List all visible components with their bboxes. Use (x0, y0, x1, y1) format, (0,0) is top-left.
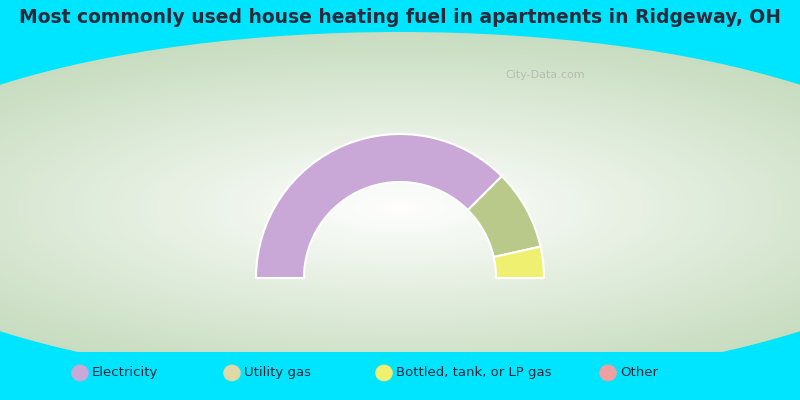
Ellipse shape (372, 199, 428, 217)
Ellipse shape (0, 50, 800, 366)
Ellipse shape (0, 67, 800, 349)
Ellipse shape (298, 176, 502, 240)
Ellipse shape (362, 196, 438, 220)
Ellipse shape (278, 170, 522, 246)
Ellipse shape (71, 365, 89, 381)
Ellipse shape (214, 149, 586, 267)
Ellipse shape (148, 129, 652, 287)
Text: Other: Other (620, 366, 658, 380)
Ellipse shape (138, 126, 662, 290)
Ellipse shape (92, 111, 708, 305)
Ellipse shape (0, 44, 800, 372)
Ellipse shape (390, 205, 410, 211)
Ellipse shape (26, 91, 774, 325)
Ellipse shape (0, 76, 800, 340)
Ellipse shape (375, 365, 393, 381)
Ellipse shape (344, 190, 456, 226)
Ellipse shape (18, 88, 782, 328)
Ellipse shape (74, 105, 726, 311)
Wedge shape (494, 246, 544, 278)
Ellipse shape (166, 135, 634, 281)
Ellipse shape (186, 140, 614, 276)
Ellipse shape (0, 61, 800, 355)
Ellipse shape (194, 144, 606, 272)
Ellipse shape (64, 102, 736, 314)
Ellipse shape (158, 132, 642, 284)
Ellipse shape (0, 35, 800, 381)
Ellipse shape (250, 161, 550, 255)
Ellipse shape (599, 365, 617, 381)
Ellipse shape (46, 96, 754, 320)
Ellipse shape (130, 123, 670, 293)
Ellipse shape (102, 114, 698, 302)
Text: Utility gas: Utility gas (244, 366, 311, 380)
Ellipse shape (270, 167, 530, 249)
Ellipse shape (306, 179, 494, 237)
Ellipse shape (120, 120, 680, 296)
Ellipse shape (0, 56, 800, 360)
Ellipse shape (0, 58, 800, 358)
Text: City-Data.com: City-Data.com (505, 70, 585, 80)
Ellipse shape (0, 47, 800, 369)
Ellipse shape (0, 82, 800, 334)
Ellipse shape (0, 52, 800, 364)
Ellipse shape (0, 73, 800, 343)
Ellipse shape (0, 79, 800, 337)
Ellipse shape (110, 117, 690, 299)
Ellipse shape (242, 158, 558, 258)
Ellipse shape (0, 64, 800, 352)
Ellipse shape (260, 164, 540, 252)
Ellipse shape (0, 38, 800, 378)
Ellipse shape (316, 182, 484, 234)
Ellipse shape (204, 146, 596, 270)
Ellipse shape (8, 85, 792, 331)
Ellipse shape (382, 202, 418, 214)
Ellipse shape (223, 365, 241, 381)
Ellipse shape (288, 173, 512, 243)
Ellipse shape (54, 100, 746, 316)
Text: Bottled, tank, or LP gas: Bottled, tank, or LP gas (396, 366, 551, 380)
Ellipse shape (222, 152, 578, 264)
Text: Electricity: Electricity (92, 366, 158, 380)
Ellipse shape (176, 138, 624, 278)
Wedge shape (468, 176, 541, 257)
Ellipse shape (0, 70, 800, 346)
Ellipse shape (334, 188, 466, 228)
Ellipse shape (232, 155, 568, 261)
Ellipse shape (0, 32, 800, 384)
Wedge shape (256, 134, 502, 278)
Ellipse shape (0, 41, 800, 375)
Text: Most commonly used house heating fuel in apartments in Ridgeway, OH: Most commonly used house heating fuel in… (19, 8, 781, 27)
Ellipse shape (354, 193, 446, 223)
Ellipse shape (36, 94, 764, 322)
Ellipse shape (82, 108, 718, 308)
Ellipse shape (326, 184, 474, 232)
